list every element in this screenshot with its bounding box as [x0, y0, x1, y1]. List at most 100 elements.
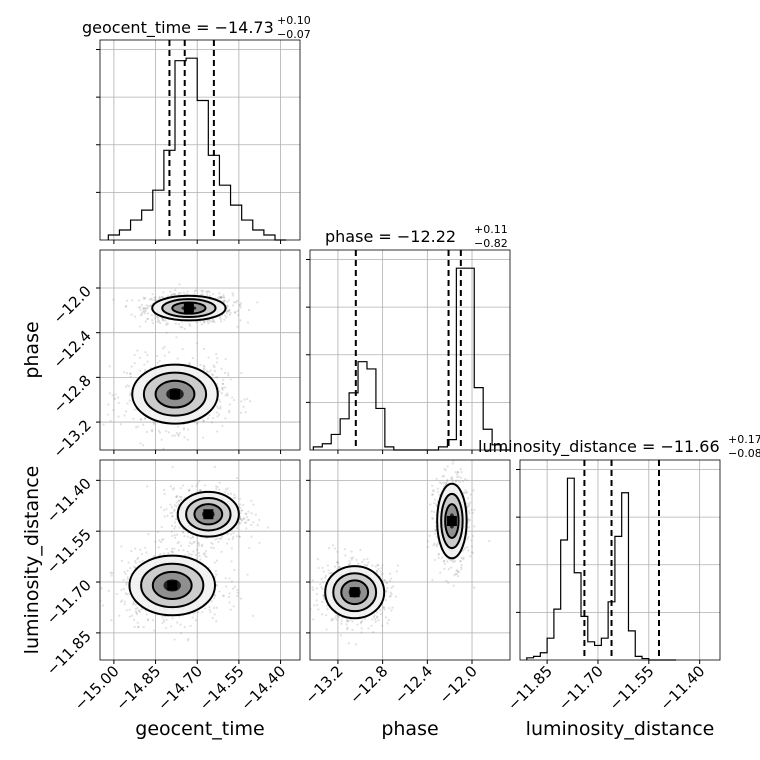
sample-point [218, 590, 220, 592]
sample-point [161, 622, 163, 624]
sample-point [444, 563, 446, 565]
sample-point [161, 539, 163, 541]
sample-point [178, 549, 180, 551]
sample-point [243, 398, 245, 400]
sample-point [371, 564, 373, 566]
sample-point [178, 323, 180, 325]
sample-point [457, 571, 459, 573]
sample-point [182, 484, 184, 486]
sample-point [107, 404, 109, 406]
sample-point [151, 314, 153, 316]
sample-point [173, 638, 175, 640]
sample-point [488, 540, 490, 542]
sample-point [397, 564, 399, 566]
sample-point [331, 620, 333, 622]
sample-point [247, 519, 249, 521]
sample-point [321, 578, 323, 580]
sample-point [221, 392, 223, 394]
sample-point [125, 386, 127, 388]
sample-point [455, 471, 457, 473]
sample-point [214, 466, 216, 468]
sample-point [255, 514, 257, 516]
sample-point [316, 599, 318, 601]
sample-point [220, 406, 222, 408]
sample-point [357, 562, 359, 564]
sample-point [204, 484, 206, 486]
sample-point [129, 609, 131, 611]
sample-point [184, 626, 186, 628]
sample-point [111, 574, 113, 576]
title-geocent-time: geocent_time = −14.73 [82, 18, 274, 38]
sample-point [215, 570, 217, 572]
sample-point [167, 552, 169, 554]
sample-point [164, 319, 166, 321]
sample-point [212, 293, 214, 295]
sample-point [187, 551, 189, 553]
sample-point [174, 537, 176, 539]
sample-point [237, 326, 239, 328]
sample-point [143, 296, 145, 298]
sample-point [147, 533, 149, 535]
sample-point [461, 557, 463, 559]
sample-point [146, 354, 148, 356]
sample-point [457, 575, 459, 577]
sample-point [366, 558, 368, 560]
sample-point [222, 379, 224, 381]
sample-point [175, 323, 177, 325]
sample-point [198, 480, 200, 482]
sample-point [380, 567, 382, 569]
sample-point [225, 316, 227, 318]
sample-point [120, 589, 122, 591]
sample-point [163, 553, 165, 555]
sample-point [439, 572, 441, 574]
sample-point [452, 480, 454, 482]
sample-point [427, 546, 429, 548]
sample-point [250, 536, 252, 538]
sample-point [470, 493, 472, 495]
sample-point [146, 318, 148, 320]
sample-point [438, 553, 440, 555]
sample-point [334, 547, 336, 549]
sample-point [175, 501, 177, 503]
sample-point [455, 480, 457, 482]
sample-point [433, 511, 435, 513]
sample-point [133, 619, 135, 621]
sample-point [376, 611, 378, 613]
sample-point [129, 376, 131, 378]
sample-point [126, 609, 128, 611]
sample-point [215, 376, 217, 378]
sample-point [395, 595, 397, 597]
sample-point [179, 623, 181, 625]
sample-point [156, 355, 158, 357]
sample-point [174, 525, 176, 527]
sample-point [247, 510, 249, 512]
sample-point [178, 499, 180, 501]
sample-point [144, 417, 146, 419]
sample-point [236, 535, 238, 537]
sample-point [339, 566, 341, 568]
sample-point [203, 420, 205, 422]
sample-point [182, 549, 184, 551]
sample-point [385, 616, 387, 618]
sample-point [176, 534, 178, 536]
sample-point [445, 580, 447, 582]
sample-point [336, 561, 338, 563]
sample-point [383, 579, 385, 581]
sample-point [224, 417, 226, 419]
sample-point [126, 372, 128, 374]
sample-point [157, 362, 159, 364]
tick-label-y: −12.0 [50, 282, 95, 327]
sample-point [152, 293, 154, 295]
sample-point [386, 582, 388, 584]
sample-point [131, 615, 133, 617]
sample-point [227, 487, 229, 489]
sample-point [115, 393, 117, 395]
sample-point [216, 357, 218, 359]
sample-point [390, 593, 392, 595]
sample-point [232, 292, 234, 294]
sample-point [153, 296, 155, 298]
sample-point [447, 582, 449, 584]
sample-point [248, 547, 250, 549]
sample-point [161, 526, 163, 528]
sample-point [215, 620, 217, 622]
